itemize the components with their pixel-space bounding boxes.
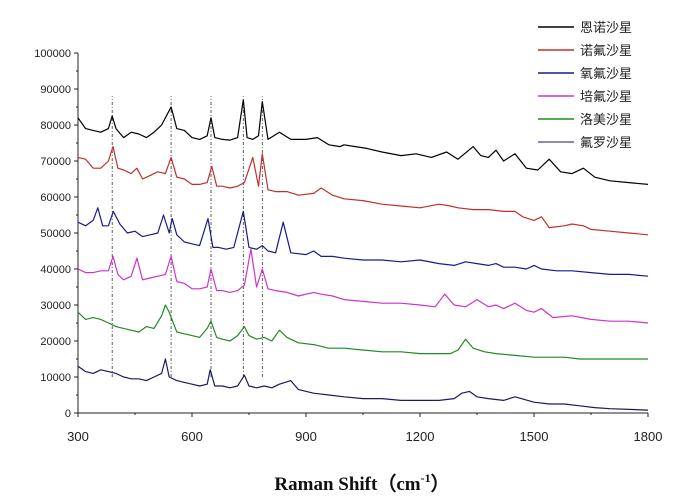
peak-marker-lines: [111, 96, 263, 377]
series-line-4: [77, 248, 649, 324]
y-tick-label: 50000: [40, 228, 71, 240]
legend-label: 氧氟沙星: [580, 67, 632, 82]
x-tick-label: 600: [181, 429, 203, 444]
series-line-2: [77, 146, 649, 236]
y-tick-label: 90000: [40, 84, 71, 96]
series-group: [77, 99, 649, 411]
x-tick-label: 1200: [406, 429, 435, 444]
y-tick-label: 70000: [40, 156, 71, 168]
x-tick-label: 300: [67, 429, 89, 444]
y-tick-label: 10000: [40, 372, 71, 384]
x-tick-label: 1500: [520, 429, 549, 444]
legend-label: 培氟沙星: [580, 89, 632, 105]
series-line-1: [77, 99, 649, 185]
y-tick-label: 20000: [40, 336, 71, 348]
legend-label: 氟罗沙星: [580, 136, 632, 151]
y-tick-label: 60000: [40, 192, 71, 204]
x-tick-label: 900: [295, 429, 317, 444]
y-tick-label: 100000: [34, 48, 71, 60]
x-axis-label: Raman Shift（cm-1）: [274, 471, 449, 495]
y-tick-label: 80000: [40, 120, 71, 132]
series-line-3: [77, 207, 649, 277]
series-line-6: [77, 358, 649, 411]
series-line-5: [77, 304, 648, 360]
plot-axes: 0 10000 20000 30000 40000 50000 60000 70000 8000…: [34, 48, 662, 444]
y-tick-label: 40000: [40, 264, 71, 276]
legend-label: 诺氟沙星: [580, 44, 632, 59]
legend-label: 恩诺沙星: [580, 21, 632, 36]
y-tick-label: 0: [65, 408, 71, 420]
y-tick-label: 30000: [40, 300, 71, 312]
x-tick-label: 1800: [634, 429, 663, 444]
legend-label: 洛美沙星: [580, 113, 632, 128]
